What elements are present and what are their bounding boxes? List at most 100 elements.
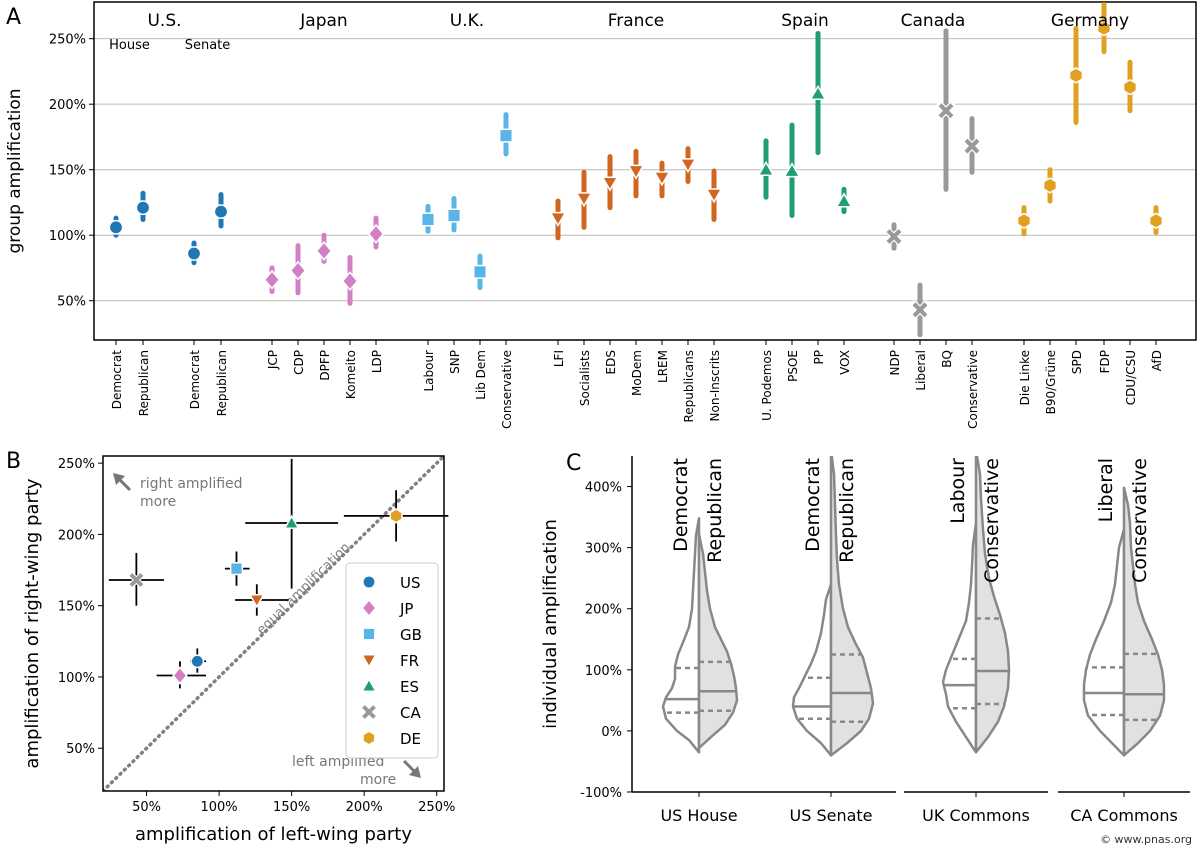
- x-tick-label: DPFP: [318, 350, 332, 381]
- legend-marker: [360, 654, 378, 669]
- x-tick-label: LDP: [370, 350, 384, 373]
- legend-label: CA: [400, 704, 421, 722]
- x-tick-label: Democrat: [110, 350, 124, 410]
- legend-marker: [362, 627, 376, 641]
- data-point: [127, 571, 145, 589]
- x-tick-label: U. Podemos: [760, 350, 774, 421]
- y-tick-label: 0%: [601, 725, 622, 740]
- party-label-right: Conservative: [981, 458, 1003, 583]
- x-tick-label: Non-Inscrits: [708, 350, 722, 421]
- chamber-label: Senate: [185, 38, 231, 53]
- legend-label: DE: [400, 730, 421, 748]
- legend-marker: [361, 598, 377, 618]
- data-point: [809, 84, 827, 101]
- y-tick-label: 150%: [49, 164, 86, 179]
- group-label: CA Commons: [1070, 806, 1178, 825]
- x-tick-label: SNP: [448, 350, 462, 374]
- data-point: [283, 514, 300, 529]
- y-tick-label: 100%: [49, 229, 86, 244]
- y-tick-label: 200%: [585, 603, 622, 618]
- x-tick-label: Conservative: [500, 350, 514, 429]
- party-label-right: Republican: [704, 458, 726, 563]
- y-axis-label: individual amplification: [540, 519, 561, 729]
- data-point: [186, 246, 202, 261]
- violin-left-half: [1082, 528, 1126, 757]
- x-tick-label: 250%: [418, 800, 455, 815]
- data-point: [389, 508, 403, 524]
- x-tick-label: Die Linke: [1018, 350, 1032, 405]
- y-tick-label: 400%: [585, 481, 622, 496]
- marker-x-stroke: [912, 302, 928, 318]
- x-tick-label: PP: [812, 350, 826, 364]
- violin-left-half: [661, 517, 701, 754]
- chamber-label: House: [109, 38, 150, 53]
- marker-x-stroke: [938, 103, 954, 119]
- data-point: [108, 219, 124, 235]
- violin-right-half: [829, 456, 875, 757]
- party-label-left: Democrat: [670, 458, 692, 552]
- group-label: US Senate: [789, 806, 872, 825]
- legend-marker: [360, 703, 378, 721]
- plot-frame: [93, 1, 1197, 341]
- data-point: [835, 192, 853, 208]
- legend-label: US: [400, 574, 421, 592]
- x-tick-label: PSOE: [786, 350, 800, 382]
- x-tick-label: Republican: [137, 350, 151, 416]
- x-tick-label: CDU/CSU: [1124, 350, 1138, 405]
- violin: [941, 456, 1011, 754]
- x-tick-label: BQ: [940, 350, 954, 368]
- party-label-left: Liberal: [1095, 458, 1117, 522]
- party-label-left: Democrat: [802, 458, 824, 552]
- x-tick-label: Labour: [422, 350, 436, 392]
- party-label-left: Labour: [947, 458, 969, 524]
- country-label: Spain: [781, 11, 829, 31]
- data-point: [213, 204, 229, 220]
- data-point: [1148, 212, 1164, 229]
- legend-label: GB: [400, 626, 422, 644]
- country-label: Japan: [299, 11, 347, 31]
- y-axis-label: amplification of right-wing party: [22, 478, 43, 769]
- data-point: [679, 158, 697, 174]
- x-tick-label: AfD: [1150, 350, 1164, 371]
- data-point: [1096, 19, 1112, 37]
- x-tick-label: FDP: [1098, 350, 1112, 373]
- y-tick-label: 150%: [58, 600, 95, 615]
- panel-label-a: A: [6, 5, 21, 30]
- group-label: UK Commons: [922, 806, 1030, 825]
- y-tick-label: 100%: [585, 664, 622, 679]
- group-label: US House: [660, 806, 737, 825]
- legend-label: JP: [399, 600, 413, 618]
- panel-c: C -100% 0% 100% 200% 300% 400% individual ampl…: [540, 451, 1190, 825]
- arrow-up-left-head: [113, 473, 125, 485]
- x-tick-label: CDP: [292, 350, 306, 375]
- x-tick-label: 100%: [200, 800, 237, 815]
- x-tick-label: 150%: [273, 800, 310, 815]
- x-tick-label: LFI: [552, 350, 566, 367]
- x-tick-label: 50%: [132, 800, 161, 815]
- x-tick-label: JCP: [266, 350, 280, 370]
- party-label-right: Republican: [836, 458, 858, 563]
- y-tick-label: 50%: [66, 742, 95, 757]
- country-label: U.K.: [450, 11, 484, 31]
- violin: [791, 456, 875, 757]
- x-tick-label: Lib Dem: [474, 350, 488, 400]
- x-tick-label: MoDem: [630, 350, 644, 396]
- annotation-right-amplified: more: [140, 494, 176, 510]
- country-label: France: [608, 11, 665, 31]
- data-point: [315, 240, 333, 261]
- violin: [1082, 486, 1166, 757]
- party-label-right: Conservative: [1129, 458, 1151, 583]
- data-point: [705, 188, 723, 204]
- data-point: [341, 271, 359, 291]
- data-point: [263, 269, 281, 290]
- data-point: [962, 136, 982, 156]
- y-tick-label: 200%: [58, 528, 95, 543]
- data-point: [653, 171, 671, 187]
- panel-label-c: C: [566, 451, 581, 476]
- x-tick-label: LREM: [656, 350, 670, 383]
- data-point: [248, 594, 265, 609]
- legend-label: ES: [400, 678, 419, 696]
- data-point: [601, 176, 619, 192]
- violin-left-half: [791, 583, 833, 757]
- marker-x-stroke: [129, 573, 144, 587]
